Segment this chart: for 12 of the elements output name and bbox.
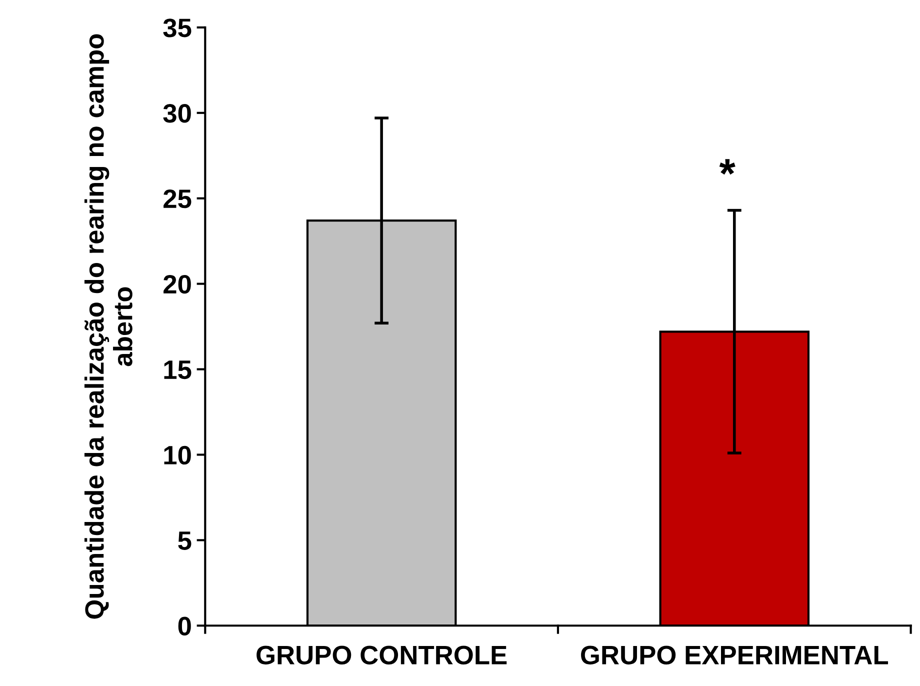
y-tick-label: 25 [164, 189, 192, 208]
y-tick-label: 30 [163, 104, 191, 123]
x-tick-label: GRUPO CONTROLE [256, 646, 507, 664]
y-tick-label: 0 [178, 616, 191, 636]
y-tick-label: 10 [164, 446, 191, 465]
y-tick-label: 35 [163, 18, 192, 38]
annotation: * [719, 159, 736, 175]
y-tick-label: 15 [164, 360, 192, 380]
y-tick-label: 5 [178, 532, 192, 550]
x-tick-label: GRUPO EXPERIMENTAL [581, 646, 888, 664]
y-tick-label: 20 [164, 274, 191, 294]
y-axis-title: Quantidade da realização do rearing no campo aberto [84, 34, 132, 619]
